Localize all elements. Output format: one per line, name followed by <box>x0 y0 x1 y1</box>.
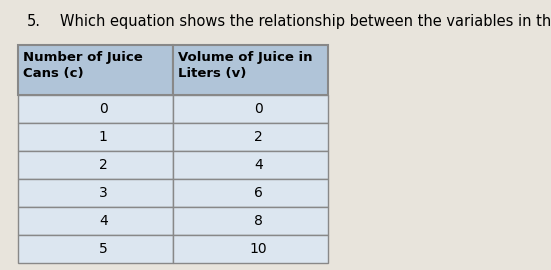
Text: 4: 4 <box>99 214 107 228</box>
Bar <box>18 235 173 263</box>
Text: 2: 2 <box>99 158 107 172</box>
Text: 10: 10 <box>250 242 267 256</box>
Bar <box>173 95 328 123</box>
Text: 0: 0 <box>254 102 263 116</box>
Text: 3: 3 <box>99 186 107 200</box>
Text: 1: 1 <box>99 130 107 144</box>
Bar <box>18 179 173 207</box>
Bar <box>173 179 328 207</box>
Text: Cans (c): Cans (c) <box>23 67 84 80</box>
Text: 8: 8 <box>254 214 263 228</box>
Text: 0: 0 <box>99 102 107 116</box>
Bar <box>173 45 328 95</box>
Bar <box>18 45 173 95</box>
Bar <box>173 151 328 179</box>
Bar <box>173 207 328 235</box>
Text: 6: 6 <box>254 186 263 200</box>
Text: Volume of Juice in: Volume of Juice in <box>178 51 312 64</box>
Text: Number of Juice: Number of Juice <box>23 51 143 64</box>
Text: Liters (v): Liters (v) <box>178 67 246 80</box>
Bar <box>18 207 173 235</box>
Bar <box>18 123 173 151</box>
Text: 5: 5 <box>99 242 107 256</box>
Text: 2: 2 <box>254 130 263 144</box>
Text: 5.: 5. <box>27 14 41 29</box>
Bar <box>173 235 328 263</box>
Text: 4: 4 <box>254 158 263 172</box>
Bar <box>173 123 328 151</box>
Bar <box>18 95 173 123</box>
Text: Which equation shows the relationship between the variables in the table?: Which equation shows the relationship be… <box>60 14 551 29</box>
Bar <box>18 151 173 179</box>
